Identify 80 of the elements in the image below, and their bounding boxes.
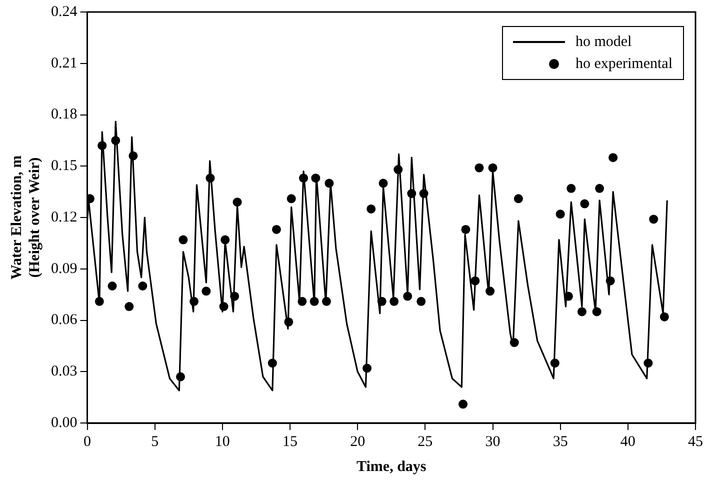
point xyxy=(550,358,560,368)
point xyxy=(272,224,281,234)
point xyxy=(577,307,586,316)
y-tick-label: 0.21 xyxy=(51,55,78,72)
point xyxy=(580,199,590,208)
point xyxy=(394,165,403,174)
point xyxy=(311,174,320,183)
y-tick-label: 0.24 xyxy=(51,4,78,20)
point xyxy=(595,184,604,193)
y-tick-label: 0.18 xyxy=(51,106,78,123)
point xyxy=(486,286,495,296)
x-tick-label: 35 xyxy=(552,434,568,450)
point xyxy=(98,141,107,150)
point xyxy=(556,210,565,219)
point xyxy=(299,174,308,183)
point xyxy=(202,286,211,296)
point xyxy=(124,302,134,312)
x-tick-label: 20 xyxy=(350,434,366,450)
point xyxy=(206,174,215,183)
point xyxy=(190,296,199,306)
point xyxy=(378,178,388,188)
x-tick-label: 5 xyxy=(151,434,159,450)
x-tick-label: 40 xyxy=(620,434,636,450)
point xyxy=(324,178,334,188)
point xyxy=(219,302,228,312)
point xyxy=(390,296,399,306)
point xyxy=(514,194,523,204)
point xyxy=(128,151,138,160)
point xyxy=(419,189,428,198)
point xyxy=(660,312,669,322)
point xyxy=(138,282,148,290)
point xyxy=(176,372,186,382)
y-tick-label: 0.00 xyxy=(51,414,78,431)
point xyxy=(220,235,230,244)
point xyxy=(94,296,104,306)
y-tick-label: 0.06 xyxy=(51,312,78,328)
point xyxy=(310,296,319,306)
point xyxy=(284,317,294,326)
point xyxy=(111,136,120,145)
x-tick-label: 15 xyxy=(282,434,298,450)
point xyxy=(510,338,519,348)
point xyxy=(649,214,658,224)
point xyxy=(322,296,331,306)
point xyxy=(592,307,602,316)
point xyxy=(474,163,484,172)
x-tick-label: 0 xyxy=(84,434,91,450)
point xyxy=(488,163,498,172)
point xyxy=(458,400,468,409)
point xyxy=(366,204,376,214)
y-tick-label: 0.09 xyxy=(51,260,78,277)
point xyxy=(608,153,618,162)
legend-label: ho experimental xyxy=(575,56,672,72)
legend-label: ho model xyxy=(575,34,632,50)
point xyxy=(470,276,480,286)
point xyxy=(403,292,412,301)
point xyxy=(108,282,117,290)
x-tick-label: 10 xyxy=(214,434,230,450)
point xyxy=(298,296,307,306)
y-tick-label: 0.12 xyxy=(51,209,78,226)
x-tick-label: 25 xyxy=(418,434,433,450)
point xyxy=(286,194,296,204)
point xyxy=(407,189,416,198)
point xyxy=(644,358,653,368)
point xyxy=(178,235,188,244)
point xyxy=(377,296,386,306)
x-tick-label: 45 xyxy=(688,434,703,450)
point xyxy=(564,292,573,301)
y-tick-label: 0.15 xyxy=(51,158,78,174)
point xyxy=(461,224,470,234)
y-axis-title: Water Elevation, m (Height over Weir) xyxy=(8,154,43,280)
point xyxy=(566,184,576,193)
point xyxy=(416,296,426,306)
point xyxy=(268,358,277,368)
x-axis-title: Time, days xyxy=(356,458,426,475)
point xyxy=(362,364,372,373)
y-tick-label: 0.03 xyxy=(51,364,78,380)
x-tick-label: 30 xyxy=(485,434,500,450)
point xyxy=(606,276,615,286)
point xyxy=(230,292,240,301)
point xyxy=(232,198,242,207)
